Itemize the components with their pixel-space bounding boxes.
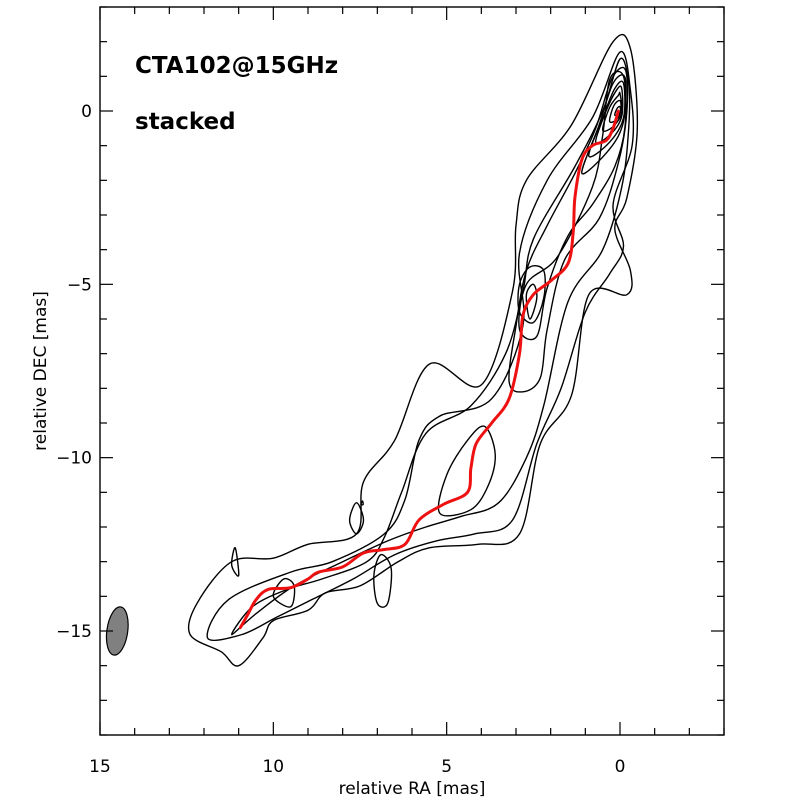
x-axis-label: relative RA [mas] bbox=[339, 779, 486, 799]
ridge-line-layer bbox=[238, 109, 620, 629]
contour-level-15 bbox=[230, 547, 240, 577]
contour-level-5 bbox=[508, 66, 629, 393]
y-tick-label: −10 bbox=[56, 449, 92, 469]
contour-lines bbox=[187, 33, 639, 667]
beam-layer bbox=[105, 606, 129, 656]
contour-level-19 bbox=[360, 500, 364, 506]
axis-ticks bbox=[99, 6, 725, 736]
contour-level-3 bbox=[230, 57, 631, 636]
y-tick-label: 0 bbox=[81, 102, 92, 122]
contour-level-16 bbox=[348, 501, 365, 535]
chart-title: CTA102@15GHz bbox=[135, 53, 338, 79]
y-axis-label: relative DEC [mas] bbox=[31, 291, 51, 451]
tick-labels: 15 10 5 0 0 −5 −10 −15 bbox=[56, 102, 625, 777]
x-tick-label: 15 bbox=[89, 757, 111, 777]
x-tick-label: 0 bbox=[615, 757, 626, 777]
beam-ellipse bbox=[105, 606, 129, 656]
y-tick-label: −5 bbox=[67, 275, 92, 295]
x-tick-label: 5 bbox=[441, 757, 452, 777]
contour-level-2 bbox=[206, 51, 635, 641]
x-tick-label: 10 bbox=[262, 757, 284, 777]
ridge-line bbox=[238, 109, 620, 629]
y-tick-label: −15 bbox=[56, 622, 92, 642]
contour-level-17 bbox=[373, 553, 393, 608]
chart-subtitle: stacked bbox=[135, 109, 236, 135]
contour-level-4 bbox=[437, 425, 496, 517]
contour-level-7 bbox=[517, 265, 546, 324]
